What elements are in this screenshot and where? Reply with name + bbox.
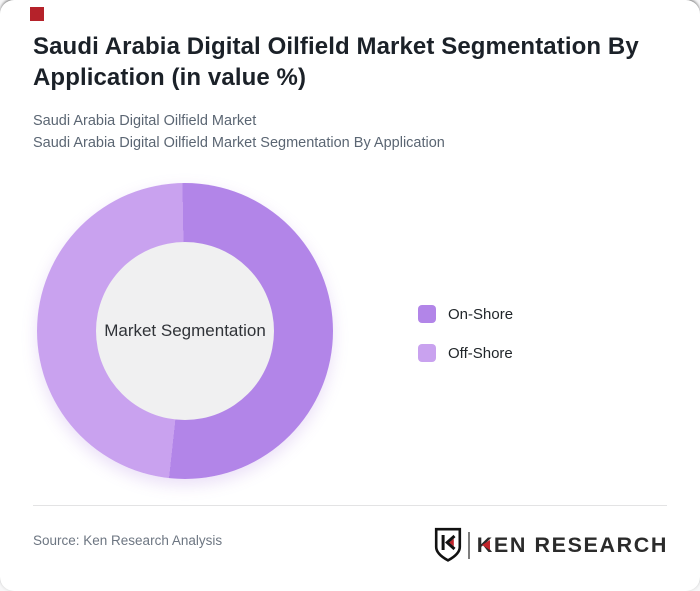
page-title: Saudi Arabia Digital Oilfield Market Seg… — [33, 33, 639, 91]
subtitle-line-2: Saudi Arabia Digital Oilfield Market Seg… — [33, 135, 445, 151]
subtitle-line-1: Saudi Arabia Digital Oilfield Market — [33, 113, 257, 129]
legend-item-onshore: On-Shore — [418, 304, 513, 324]
legend-label-offshore: Off-Shore — [448, 344, 513, 362]
red-marker-square — [30, 7, 44, 21]
chart-subtitles: Saudi Arabia Digital Oilfield Market Sau… — [33, 110, 445, 154]
chart-legend: On-Shore Off-Shore — [418, 304, 513, 382]
wordmark-k: K — [476, 532, 494, 557]
donut-center-label: Market Segmentation — [104, 321, 266, 340]
footer-divider — [33, 505, 667, 506]
legend-swatch-offshore — [418, 344, 436, 362]
ken-research-wordmark: K EN RESEARCH — [477, 533, 668, 558]
legend-item-offshore: Off-Shore — [418, 343, 513, 363]
source-note: Source: Ken Research Analysis — [33, 533, 223, 548]
ken-research-logo: K EN RESEARCH — [433, 527, 668, 563]
wordmark-red-triangle-icon — [481, 540, 490, 550]
donut-hole: Market Segmentation — [96, 242, 274, 420]
legend-swatch-onshore — [418, 305, 436, 323]
logo-divider-bar — [467, 531, 470, 559]
wordmark-rest: EN RESEARCH — [493, 532, 668, 557]
donut-chart: Market Segmentation — [37, 183, 333, 479]
ken-research-shield-icon — [434, 527, 461, 562]
legend-label-onshore: On-Shore — [448, 305, 514, 323]
